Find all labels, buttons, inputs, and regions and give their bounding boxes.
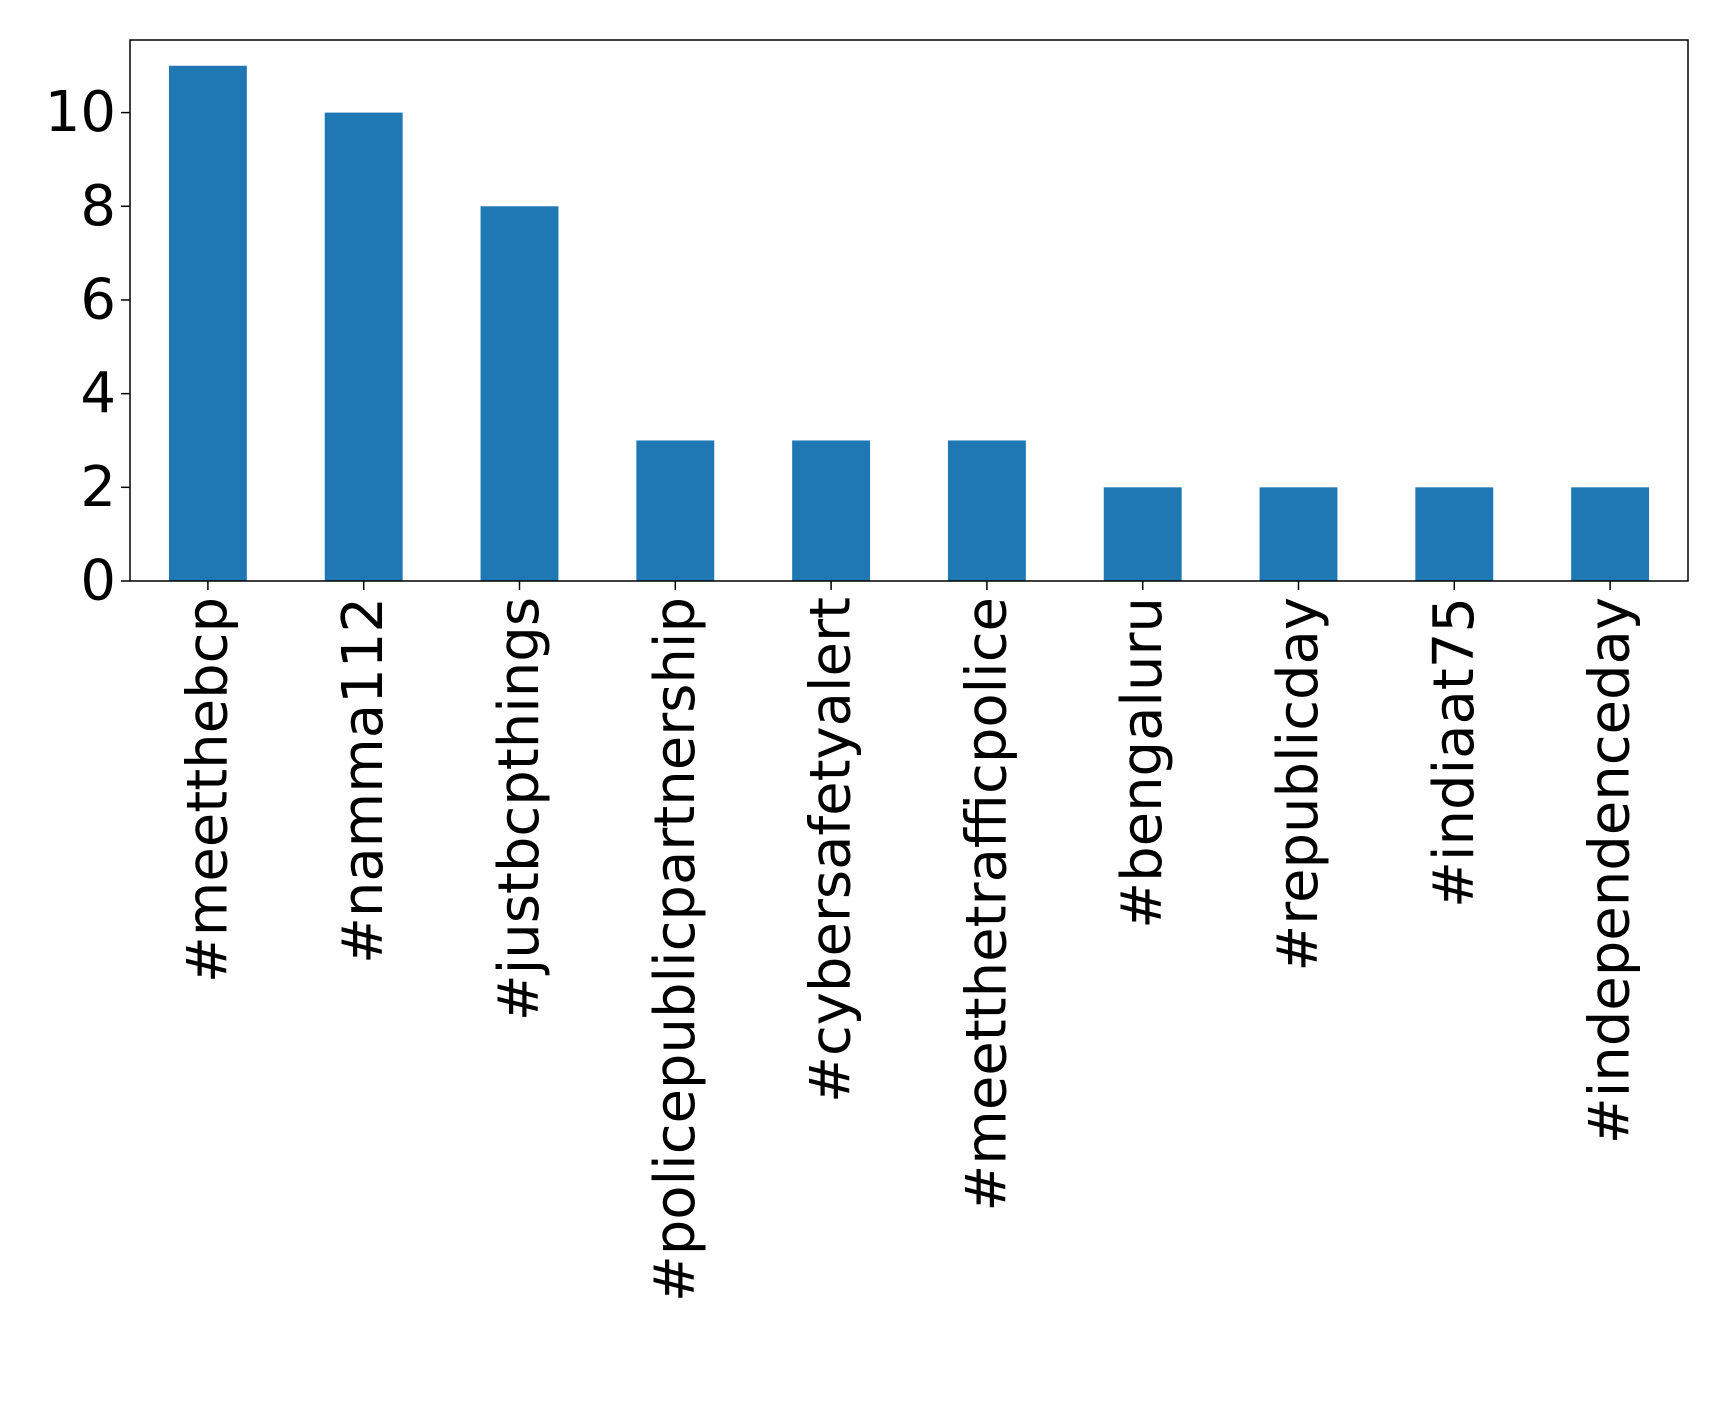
y-tick-label: 6 [80, 267, 116, 332]
bar-namma112 [324, 112, 403, 581]
x-tick-label: #policepublicpartnership [643, 597, 708, 1302]
bar-cybersafetyalert [792, 440, 871, 581]
x-tick-label: #meetthetrafficpolice [954, 597, 1019, 1212]
x-tick-label: #namma112 [331, 597, 396, 964]
x-tick-label: #meetthebcp [175, 597, 240, 983]
bar-bengaluru [1103, 487, 1182, 581]
x-tick-label: #independenceday [1578, 597, 1643, 1144]
x-tick-label: #indiaat75 [1422, 597, 1487, 908]
x-tick-label: #republicday [1266, 597, 1331, 972]
x-tick-label: #justbcpthings [487, 597, 552, 1021]
bar-justbcpthings [480, 206, 559, 581]
axes-layer [129, 39, 1689, 582]
bar-independenceday [1571, 487, 1650, 581]
y-tick-label: 8 [80, 174, 116, 239]
bar-meetthetrafficpolice [947, 440, 1026, 581]
y-tick-label: 2 [80, 455, 116, 520]
bar-republicday [1259, 487, 1338, 581]
y-tick-label: 10 [45, 80, 116, 145]
y-tick-label: 4 [80, 361, 116, 426]
ticks-layer: 0 2 4 6 8 10 #meetthebcp #namma112 #justbcpthing… [45, 80, 1643, 1302]
x-tick-label: #cybersafetyalert [799, 597, 864, 1103]
bar-policepublicpartnership [636, 440, 715, 581]
bar-meetthebcp [168, 65, 247, 581]
x-tick-label: #bengaluru [1110, 597, 1175, 929]
bar-indiaat75 [1415, 487, 1494, 581]
bars-layer [168, 65, 1650, 581]
y-tick-label: 0 [80, 549, 116, 614]
plot-frame [129, 39, 1689, 582]
